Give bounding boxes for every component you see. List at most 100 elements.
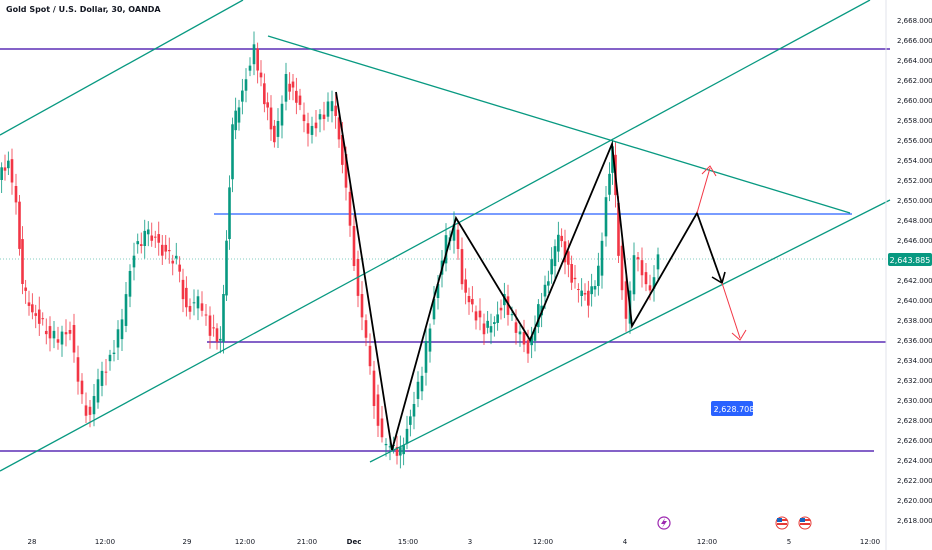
candle-body: [212, 327, 215, 329]
candle-body: [185, 287, 188, 308]
x-tick-label: 21:00: [297, 538, 317, 546]
candle-body: [219, 338, 222, 341]
y-tick-label: 2,638.000: [897, 317, 932, 325]
y-tick-label: 2,632.000: [897, 377, 932, 385]
candle-body: [24, 287, 27, 291]
candle-body: [160, 244, 164, 256]
candle-body: [424, 340, 428, 373]
candle-body: [3, 167, 7, 171]
y-tick-label: 2,642.000: [897, 277, 932, 285]
lightning-icon[interactable]: [657, 516, 671, 530]
candle-body: [341, 134, 344, 165]
candle-body: [256, 48, 259, 71]
candle-body: [452, 224, 456, 241]
x-tick-label: 3: [468, 538, 472, 546]
candle-body: [116, 329, 120, 348]
candle-body: [225, 240, 228, 296]
candle-body: [583, 293, 587, 295]
y-tick-label: 2,626.000: [897, 437, 932, 445]
us-flag-icon[interactable]: [775, 516, 789, 530]
y-tick-label: 2,620.000: [897, 497, 932, 505]
candle-body: [280, 103, 284, 126]
candle-body: [314, 122, 318, 129]
candle-body: [471, 298, 474, 305]
candle-body: [577, 289, 580, 291]
lower-channel-line: [369, 199, 891, 463]
candle-body: [597, 265, 600, 286]
candle-body: [88, 406, 92, 415]
x-tick-label: 12:00: [697, 538, 717, 546]
candle-body: [128, 270, 132, 297]
candle-body: [482, 323, 486, 335]
candle-body: [553, 246, 557, 267]
candle-body: [139, 244, 143, 246]
candle-body: [364, 320, 368, 338]
candle-body: [464, 279, 467, 293]
candle-body: [496, 314, 499, 323]
candle-body: [604, 197, 608, 237]
y-tick-label: 2,640.000: [897, 297, 932, 305]
candle-body: [372, 370, 376, 406]
candle-body: [611, 146, 614, 173]
candle-body: [108, 354, 112, 362]
last-price-badge: 2,643.885: [888, 253, 932, 266]
candle-body: [530, 336, 533, 346]
candle-body: [302, 114, 306, 122]
candle-body: [547, 281, 550, 286]
candle-body: [171, 260, 175, 264]
candle-body: [493, 322, 496, 325]
descending-trend-line: [267, 35, 851, 214]
candle-body: [567, 251, 570, 265]
candle-body: [376, 394, 380, 426]
candle-body: [368, 345, 372, 367]
candle-body: [120, 319, 124, 340]
candle-body: [52, 330, 56, 339]
trend-lines: [0, 0, 891, 472]
x-tick-label: 12:00: [235, 538, 255, 546]
candle-body: [510, 314, 514, 316]
y-axis: 2,618.000 2,620.000 2,622.000 2,624.000 2,62…: [885, 0, 932, 550]
candle-body: [76, 357, 80, 382]
candle-body: [80, 380, 84, 395]
target-price-badge[interactable]: 2,628.708 ◦: [711, 401, 754, 416]
candles: [0, 31, 660, 469]
candle-body: [405, 428, 409, 444]
candle-body: [27, 302, 31, 306]
candle-body: [380, 418, 384, 438]
candle-body: [478, 310, 482, 318]
x-tick-label: 12:00: [95, 538, 115, 546]
candle-body: [632, 255, 636, 295]
candle-body: [617, 202, 620, 256]
event-icons[interactable]: [657, 516, 812, 530]
candle-body: [652, 277, 656, 289]
candle-body: [10, 159, 14, 183]
candle-body: [412, 403, 416, 417]
candle-body: [402, 445, 405, 455]
candle-body: [124, 294, 128, 326]
candle-body: [100, 370, 104, 386]
candle-body: [248, 65, 252, 71]
candle-body: [352, 225, 356, 266]
candle-body: [395, 446, 399, 456]
up-arrow-head: [701, 165, 717, 177]
y-tick-label: 2,668.000: [897, 17, 932, 25]
candle-body: [384, 443, 388, 446]
y-tick-label: 2,634.000: [897, 357, 932, 365]
us-flag-icon[interactable]: [798, 516, 812, 530]
y-tick-label: 2,664.000: [897, 57, 932, 65]
candle-body: [533, 328, 537, 341]
candle-body: [234, 110, 237, 131]
candle-body: [68, 329, 72, 334]
candle-body: [456, 229, 460, 250]
candle-body: [174, 255, 178, 259]
candle-body: [204, 314, 208, 316]
x-tick-label: 28: [28, 538, 37, 546]
candle-body: [237, 107, 241, 123]
candle-body: [648, 285, 652, 291]
zigzag-pattern: [335, 91, 747, 451]
candle-body: [298, 95, 302, 105]
horizontal-levels: [0, 48, 890, 452]
candle-body: [56, 339, 60, 343]
price-badges: 2,643.885 2,628.708 ◦: [711, 253, 932, 416]
